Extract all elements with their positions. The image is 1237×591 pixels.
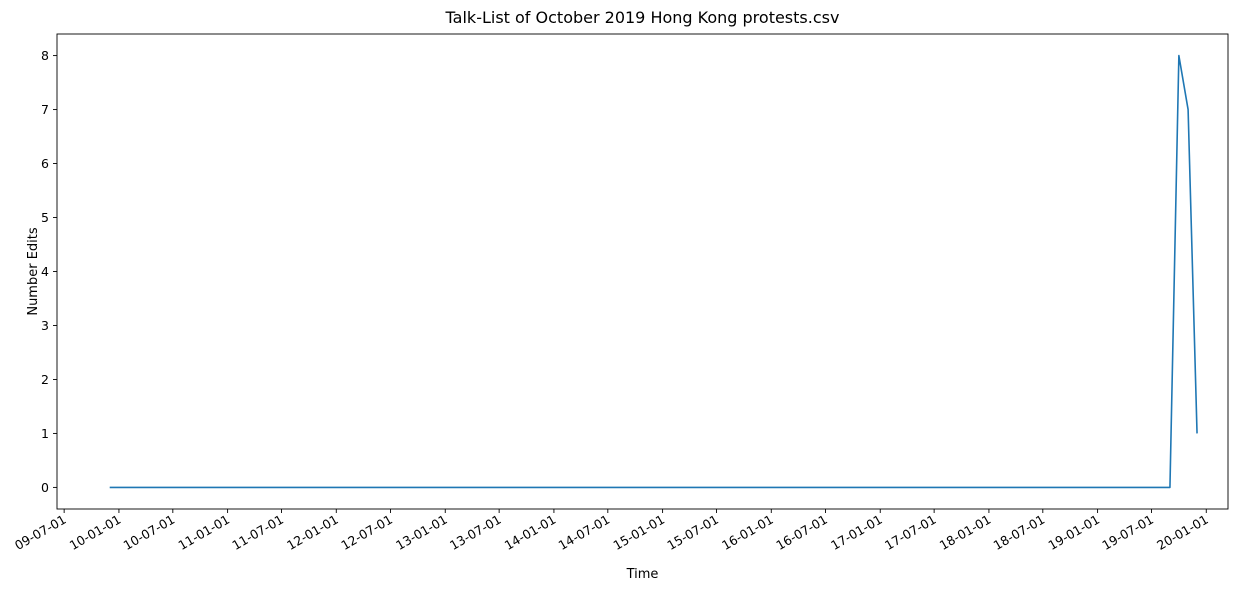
y-axis: 0 1 2 3 4 5 6 7 8 — [41, 48, 57, 495]
y-axis-label: Number Edits — [26, 227, 41, 316]
plot-frame — [56, 33, 1229, 510]
x-tick-label: 13-01-01 — [393, 512, 450, 553]
x-tick-label: 17-01-01 — [828, 512, 885, 553]
x-tick-label: 12-07-01 — [338, 512, 395, 553]
y-tick-label: 3 — [41, 318, 49, 333]
x-tick-label: 10-01-01 — [67, 512, 124, 553]
x-tick-label: 15-01-01 — [610, 512, 667, 553]
x-tick-label: 12-01-01 — [284, 512, 341, 553]
y-tick-label: 8 — [41, 48, 49, 63]
x-tick-label: 17-07-01 — [882, 512, 939, 553]
plot-area — [56, 33, 1229, 510]
chart-title: Talk-List of October 2019 Hong Kong prot… — [445, 8, 840, 27]
x-tick-label: 10-07-01 — [121, 512, 178, 553]
x-tick-label: 11-01-01 — [175, 512, 232, 553]
x-tick-label: 11-07-01 — [229, 512, 286, 553]
x-tick-label: 16-07-01 — [773, 512, 830, 553]
y-tick-label: 2 — [41, 372, 49, 387]
x-tick-label: 09-07-01 — [12, 512, 69, 553]
x-tick-label: 19-07-01 — [1099, 512, 1156, 553]
y-tick-label: 6 — [41, 156, 49, 171]
x-tick-label: 13-07-01 — [447, 512, 504, 553]
x-tick-label: 18-01-01 — [937, 512, 994, 553]
y-tick-label: 7 — [41, 102, 49, 117]
x-tick-label: 16-01-01 — [719, 512, 776, 553]
y-tick-label: 1 — [41, 426, 49, 441]
x-tick-label: 14-01-01 — [502, 512, 559, 553]
x-tick-label: 20-01-01 — [1154, 512, 1211, 553]
x-tick-label: 18-07-01 — [991, 512, 1048, 553]
x-tick-label: 19-01-01 — [1045, 512, 1102, 553]
x-axis: 09-07-0110-01-0110-07-0111-01-0111-07-01… — [12, 509, 1211, 553]
y-tick-label: 0 — [41, 480, 49, 495]
series-line-0 — [109, 54, 1198, 489]
y-tick-label: 4 — [41, 264, 49, 279]
x-tick-label: 14-07-01 — [556, 512, 613, 553]
y-tick-label: 5 — [41, 210, 49, 225]
x-axis-label: Time — [626, 567, 659, 582]
x-tick-label: 15-07-01 — [664, 512, 721, 553]
